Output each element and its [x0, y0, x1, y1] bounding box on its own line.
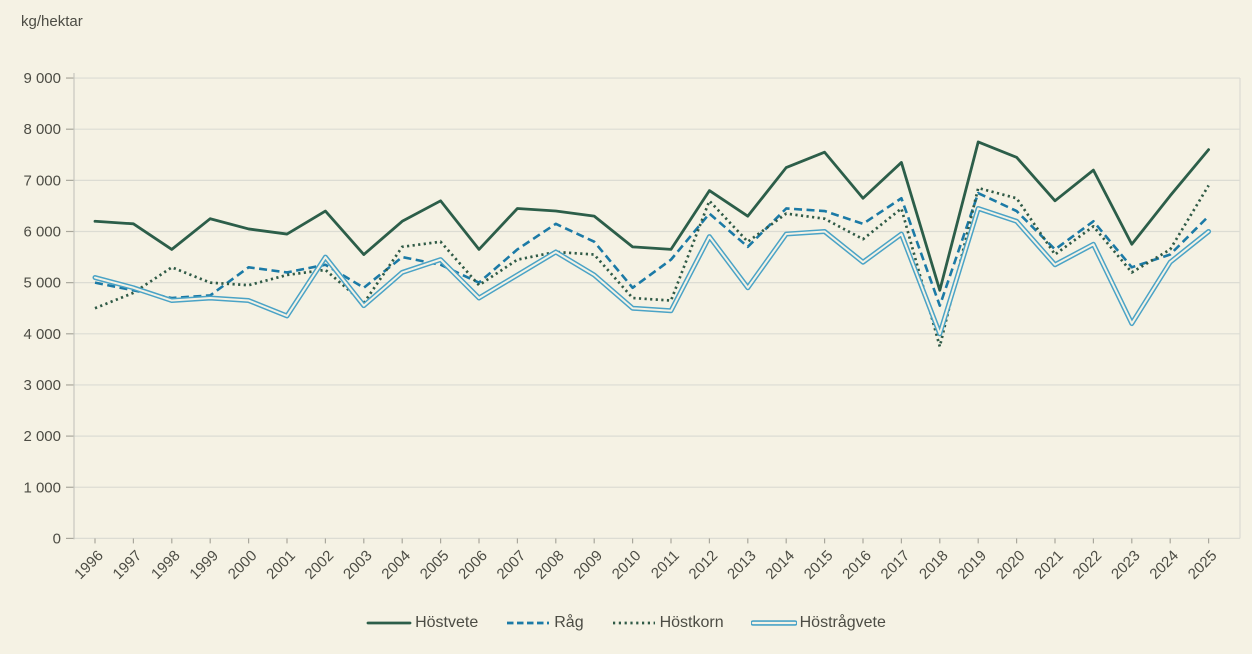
y-axis-tick-label: 1 000	[23, 479, 61, 496]
x-axis-tick-label: 2022	[1070, 547, 1106, 583]
x-axis-tick-label: 2005	[417, 547, 453, 583]
y-axis-tick-label: 5 000	[23, 275, 61, 292]
y-axis-tick-label: 9 000	[23, 70, 61, 87]
x-axis-tick-label: 2001	[263, 547, 299, 583]
x-axis-tick-label: 1996	[71, 547, 107, 583]
x-axis-tick-label: 1998	[148, 547, 184, 583]
y-axis-tick-label: 6 000	[23, 224, 61, 241]
legend-label: Höstrågvete	[799, 614, 886, 631]
series-line-hostragvete-outer	[92, 205, 1212, 337]
legend-line-sample-icon	[366, 621, 412, 625]
y-axis-tick-label: 0	[53, 530, 61, 547]
y-axis-tick-label: 7 000	[23, 172, 61, 189]
line-chart: 0 1 000 2 000 3 000 4 000 5 000 6 000 7 000 8 00…	[23, 70, 1241, 583]
x-axis-tick-label: 2004	[378, 547, 414, 583]
x-axis-tick-label: 2008	[532, 547, 568, 583]
x-axis-tick-label: 2015	[801, 547, 837, 583]
y-axis-tick-label: 2 000	[23, 428, 61, 445]
legend-line-sample-icon	[507, 621, 550, 625]
x-axis-tick-label: 2000	[225, 547, 261, 583]
x-axis-tick-label: 2023	[1108, 547, 1144, 583]
legend-label: Råg	[554, 614, 584, 631]
legend-item-rag: Råg	[505, 614, 584, 632]
y-axis-unit-label: kg/hektar	[21, 13, 83, 30]
x-axis-tick-label: 2011	[648, 547, 683, 582]
x-axis-tick-label: 2020	[993, 547, 1029, 583]
series-line-hostragvete-inner	[94, 207, 1210, 335]
x-axis-tick-label: 2012	[686, 547, 722, 583]
x-axis-tick-label: 2013	[724, 547, 760, 583]
y-axis-tick-label: 8 000	[23, 121, 61, 138]
x-axis-tick-label: 2006	[455, 547, 491, 583]
x-axis-tick-label: 2014	[762, 547, 798, 583]
series-line-hostkorn	[94, 184, 1210, 348]
x-axis-tick-label: 2025	[1185, 547, 1221, 583]
x-axis-tick-label: 2018	[916, 547, 952, 583]
legend-line-sample-icon	[750, 620, 797, 626]
x-axis-tick-label: 2003	[340, 547, 376, 583]
x-axis-tick-label: 2021	[1031, 547, 1067, 583]
x-axis-tick-label: 2009	[570, 547, 606, 583]
series-line-hostvete	[93, 140, 1210, 292]
series-line-rag	[94, 191, 1210, 307]
x-axis-tick-label: 2019	[954, 547, 990, 583]
legend-label: Höstkorn	[659, 614, 724, 631]
chart-legend: Höstvete Råg Höstkorn Höstrågvete	[0, 614, 1252, 632]
x-axis-tick-label: 1997	[110, 547, 146, 583]
x-axis-tick-label: 1999	[186, 547, 222, 583]
x-axis-tick-label: 2007	[494, 547, 530, 583]
x-axis-tick-label: 2010	[609, 547, 645, 583]
legend-item-hostragvete: Höstrågvete	[750, 614, 886, 632]
y-axis-tick-label: 4 000	[23, 326, 61, 343]
y-axis-tick-label: 3 000	[23, 377, 61, 394]
x-axis-tick-label: 2024	[1146, 547, 1182, 583]
legend-item-hostkorn: Höstkorn	[611, 614, 724, 632]
legend-line-sample-icon	[612, 621, 655, 625]
x-axis-tick-label: 2017	[878, 547, 914, 583]
legend-label: Höstvete	[415, 614, 479, 631]
x-axis-tick-label: 2016	[839, 547, 875, 583]
x-axis-tick-label: 2002	[302, 547, 338, 583]
legend-item-hostvete: Höstvete	[366, 614, 478, 632]
